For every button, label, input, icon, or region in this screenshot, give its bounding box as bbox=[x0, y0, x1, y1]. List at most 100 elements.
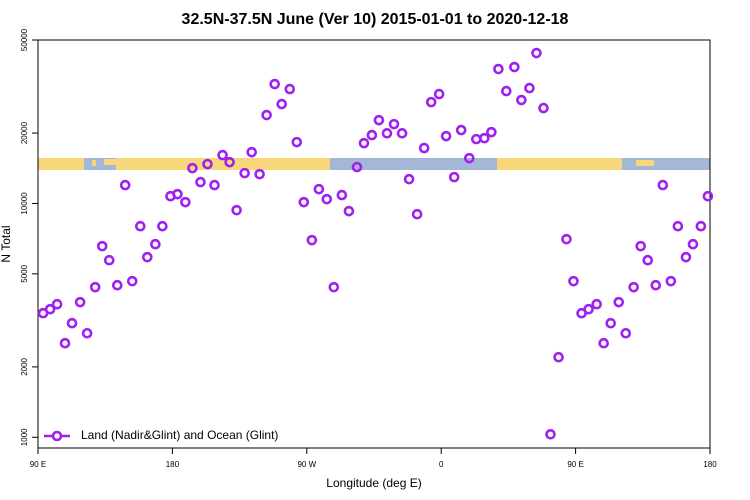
x-axis-label: Longitude (deg E) bbox=[326, 476, 421, 490]
point bbox=[284, 83, 296, 95]
point bbox=[126, 275, 138, 287]
land-strip bbox=[92, 160, 96, 166]
point bbox=[628, 281, 639, 293]
point bbox=[298, 196, 310, 208]
point bbox=[202, 158, 213, 170]
point bbox=[246, 146, 257, 158]
point bbox=[635, 240, 647, 252]
x-tick-label: 90 E bbox=[567, 460, 583, 469]
point bbox=[642, 254, 654, 266]
point bbox=[150, 238, 161, 250]
point bbox=[591, 298, 602, 310]
point bbox=[239, 167, 250, 179]
land-strip bbox=[636, 160, 654, 166]
point bbox=[217, 149, 228, 161]
point bbox=[568, 275, 579, 287]
point bbox=[373, 114, 385, 126]
land-strip bbox=[104, 159, 116, 165]
point bbox=[553, 351, 564, 363]
point bbox=[142, 251, 153, 263]
point bbox=[172, 188, 183, 200]
point bbox=[433, 88, 445, 100]
point bbox=[448, 171, 460, 183]
x-tick-label: 0 bbox=[439, 460, 444, 469]
point bbox=[702, 190, 714, 202]
point bbox=[545, 428, 556, 440]
point bbox=[620, 327, 632, 339]
point bbox=[44, 303, 56, 315]
point bbox=[59, 337, 71, 349]
point bbox=[470, 133, 482, 145]
point bbox=[269, 78, 280, 90]
point bbox=[224, 156, 235, 168]
point bbox=[89, 281, 101, 293]
point bbox=[366, 129, 378, 141]
point bbox=[440, 130, 452, 142]
point bbox=[119, 179, 131, 191]
y-tick-label: 10000 bbox=[20, 192, 29, 215]
point bbox=[665, 275, 677, 287]
point bbox=[455, 124, 467, 136]
point bbox=[306, 234, 318, 246]
point bbox=[650, 279, 662, 291]
land-strip bbox=[116, 158, 330, 170]
point bbox=[598, 337, 609, 349]
chart-title: 32.5N-37.5N June (Ver 10) 2015-01-01 to … bbox=[182, 11, 569, 28]
point bbox=[291, 136, 303, 148]
point bbox=[96, 240, 108, 252]
point bbox=[209, 179, 220, 191]
point bbox=[509, 61, 520, 73]
point bbox=[501, 85, 512, 97]
legend-label: Land (Nadir&Glint) and Ocean (Glint) bbox=[81, 428, 278, 442]
point bbox=[657, 179, 669, 191]
point bbox=[411, 208, 423, 220]
x-tick-label: 180 bbox=[166, 460, 180, 469]
x-tick-label: 90 E bbox=[30, 460, 46, 469]
point bbox=[538, 102, 549, 114]
legend-marker bbox=[51, 430, 63, 442]
land-strip bbox=[497, 158, 622, 170]
point bbox=[261, 109, 272, 121]
point bbox=[351, 161, 363, 173]
point bbox=[396, 128, 408, 139]
point bbox=[336, 189, 348, 201]
point bbox=[486, 126, 497, 138]
plot-frame bbox=[37, 39, 711, 449]
point bbox=[313, 183, 325, 195]
point bbox=[425, 96, 437, 108]
point bbox=[134, 220, 146, 232]
point bbox=[66, 317, 78, 329]
land-strip bbox=[38, 158, 84, 170]
point bbox=[561, 233, 572, 245]
point bbox=[321, 193, 333, 205]
point bbox=[524, 82, 535, 94]
x-tick-label: 180 bbox=[703, 460, 717, 469]
y-tick-label: 50000 bbox=[20, 28, 29, 51]
point bbox=[613, 296, 625, 308]
point bbox=[157, 220, 168, 232]
point bbox=[358, 137, 370, 149]
series bbox=[37, 47, 714, 440]
point bbox=[605, 317, 616, 329]
point bbox=[672, 220, 684, 232]
point bbox=[81, 327, 93, 339]
point bbox=[111, 279, 123, 291]
point bbox=[463, 152, 475, 164]
point bbox=[276, 98, 288, 110]
point bbox=[695, 220, 707, 232]
point bbox=[583, 303, 594, 315]
point bbox=[531, 47, 542, 59]
point bbox=[479, 132, 490, 144]
point bbox=[231, 204, 242, 216]
point bbox=[687, 238, 699, 250]
point bbox=[418, 142, 430, 154]
point bbox=[195, 176, 206, 188]
y-tick-label: 20000 bbox=[20, 121, 29, 144]
point bbox=[103, 254, 115, 266]
point bbox=[680, 251, 692, 263]
y-tick-label: 5000 bbox=[20, 264, 29, 282]
point bbox=[328, 281, 340, 293]
point bbox=[254, 168, 265, 180]
y-tick-label: 2000 bbox=[20, 357, 29, 375]
